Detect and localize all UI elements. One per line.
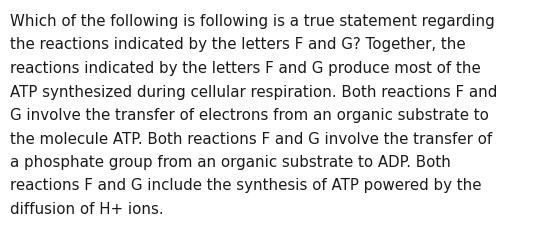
Text: G involve the transfer of electrons from an organic substrate to: G involve the transfer of electrons from… (10, 108, 489, 123)
Text: the molecule ATP. Both reactions F and G involve the transfer of: the molecule ATP. Both reactions F and G… (10, 131, 492, 146)
Text: reactions indicated by the letters F and G produce most of the: reactions indicated by the letters F and… (10, 61, 481, 76)
Text: Which of the following is following is a true statement regarding: Which of the following is following is a… (10, 14, 495, 29)
Text: the reactions indicated by the letters F and G? Together, the: the reactions indicated by the letters F… (10, 37, 465, 52)
Text: diffusion of H+ ions.: diffusion of H+ ions. (10, 201, 163, 216)
Text: ATP synthesized during cellular respiration. Both reactions F and: ATP synthesized during cellular respirat… (10, 84, 497, 99)
Text: a phosphate group from an organic substrate to ADP. Both: a phosphate group from an organic substr… (10, 154, 451, 169)
Text: reactions F and G include the synthesis of ATP powered by the: reactions F and G include the synthesis … (10, 178, 482, 193)
